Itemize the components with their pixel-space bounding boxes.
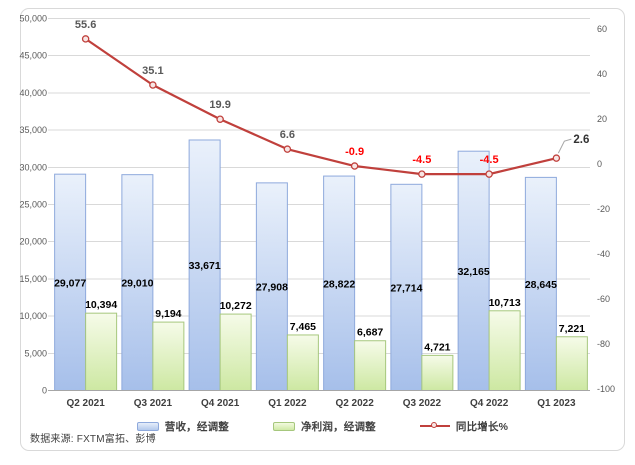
revenue-bar [54,173,87,391]
growth-markers [81,35,561,178]
legend-label-growth: 同比增长% [455,420,509,433]
left-axis-tick-label: 35,000 [19,125,47,135]
left-axis-tick-label: 5,000 [24,348,47,358]
category-label: Q2 2022 [335,398,374,409]
chart-border-frame [20,8,625,451]
profit-bar [85,312,118,391]
growth-labels: 55.6 35.1 19.9 6.6 -0.9 -4.5 -4.5 2.6 [75,19,589,166]
right-axis-tick-label: -20 [597,204,610,214]
left-axis-tick-label: 10,000 [19,311,47,321]
revenue-bar [323,175,356,391]
revenue-bar [524,176,557,391]
legend-item-revenue: 营收，经调整 [136,419,229,434]
category-label: Q3 2022 [403,398,442,409]
left-axis-tick-label: 20,000 [19,237,47,247]
profit-bar-label: 10,272 [220,300,252,312]
category-label: Q1 2023 [537,398,576,409]
growth-line [85,37,557,176]
category-label: Q1 2022 [268,398,307,409]
revenue-bar [188,139,221,391]
right-axis-labels: 60 40 20 0 -20 -40 -60 -80 -100 [597,24,615,394]
profit-bar-label: 9,194 [155,308,181,320]
right-axis-tick-label: -80 [597,339,610,349]
left-axis-tick-label: 45,000 [19,51,47,61]
legend-item-profit: 净利润，经调整 [272,419,376,434]
profit-bar [354,340,387,391]
category-label: Q3 2021 [134,398,173,409]
growth-value-label: 55.6 [75,19,96,31]
profit-bar [421,354,454,392]
revenue-bar-label: 29,077 [54,277,86,289]
right-axis-tick-label: -60 [597,294,610,304]
right-axis-tick-label: 40 [597,69,607,79]
profit-bar [286,334,319,391]
growth-value-label: 6.6 [280,129,295,141]
label-leader-line [557,138,572,154]
category-axis-labels: Q2 2021 Q3 2021 Q4 2021 Q1 2022 Q2 2022 Q3 20… [66,398,576,409]
profit-bar-label: 10,394 [85,299,117,311]
legend-item-growth: 同比增长% [419,419,509,434]
growth-line-swatch-icon [419,422,450,428]
profit-bar [555,336,588,391]
revenue-bar-label: 33,671 [189,260,221,272]
profit-bar-label: 10,713 [489,297,521,309]
profit-bar-label: 7,221 [559,323,585,335]
bar-labels-group: 29,077 10,394 29,010 9,194 33,671 10,272 27,90… [54,260,585,353]
growth-point-marker [552,154,561,162]
category-label: Q4 2021 [201,398,240,409]
growth-point-marker [283,145,292,153]
profit-bar-label: 7,465 [290,321,316,333]
growth-point-marker [418,170,426,178]
data-source-note: 数据来源: FXTM富拓、彭博 [30,434,156,445]
revenue-bar [390,183,423,391]
growth-value-label: -0.9 [345,146,364,158]
growth-point-marker [81,35,90,43]
category-label: Q4 2022 [470,398,509,409]
growth-value-label: -4.5 [412,154,431,166]
revenue-bar-label: 28,822 [323,278,355,290]
right-axis-tick-label: 0 [597,159,602,169]
chart-legend: 营收，经调整 净利润，经调整 同比增长% [20,417,625,435]
left-axis-tick-label: 0 [42,386,47,396]
right-axis-tick-label: -40 [597,249,610,259]
growth-point-marker [350,162,359,170]
revenue-bar [457,150,490,391]
legend-label-revenue: 营收，经调整 [164,420,229,433]
left-axis-tick-label: 50,000 [19,14,47,24]
profit-bar-label: 4,721 [424,341,450,353]
left-axis-labels: 0 5,000 10,000 15,000 20,000 25,000 30,000 35,0… [19,14,47,396]
legend-label-profit: 净利润，经调整 [300,420,376,433]
growth-point-marker [216,115,224,123]
growth-value-label: 19.9 [209,99,230,111]
growth-value-label: 2.6 [573,134,589,146]
growth-value-label: -4.5 [480,154,499,166]
right-axis-tick-label: -100 [597,384,615,394]
left-axis-tick-label: 15,000 [19,274,47,284]
profit-bar [152,321,185,392]
right-axis-tick-label: 20 [597,114,607,124]
revenue-bar [121,174,154,391]
revenue-bar-label: 29,010 [121,278,153,290]
growth-point-marker [485,170,493,178]
profit-bar-label: 6,687 [357,327,383,339]
revenue-swatch-icon [136,421,159,431]
profit-bar [219,313,252,392]
revenue-bar-label: 27,908 [256,282,288,294]
revenue-bar-label: 32,165 [458,266,490,278]
growth-value-label: 35.1 [142,65,163,77]
left-axis-tick-label: 25,000 [19,200,47,210]
profit-swatch-icon [272,421,295,431]
revenue-bar-label: 27,714 [390,282,422,294]
category-label: Q2 2021 [66,398,105,409]
left-axis-tick-label: 30,000 [19,162,47,172]
left-axis-tick-label: 40,000 [19,88,47,98]
revenue-bar-label: 28,645 [525,279,557,291]
right-axis-tick-label: 60 [597,24,607,34]
profit-bar [488,310,521,392]
growth-point-marker [149,81,157,89]
